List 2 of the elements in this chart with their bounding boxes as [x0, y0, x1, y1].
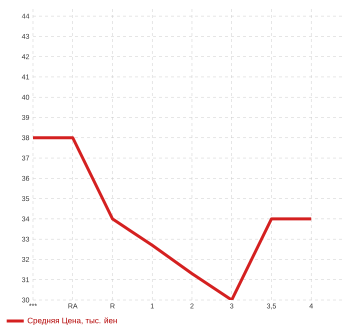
legend-label: Средняя Цена, тыс. йен	[28, 317, 117, 325]
line-series	[33, 136, 313, 300]
